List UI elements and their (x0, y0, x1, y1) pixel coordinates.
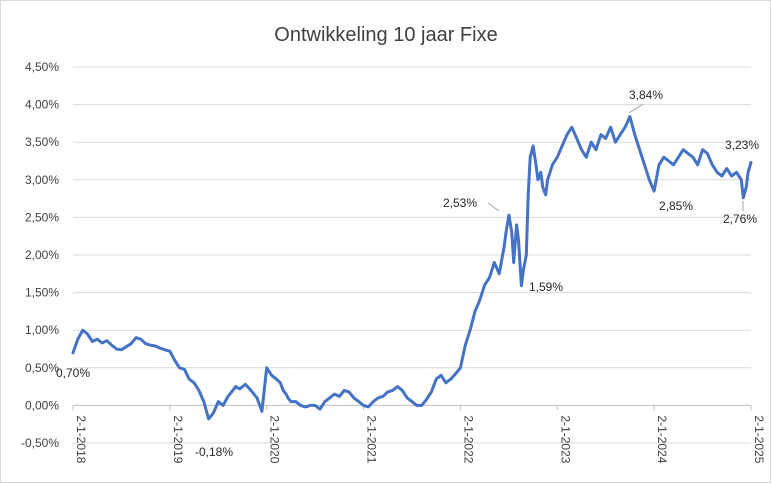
chart-title: Ontwikkeling 10 jaar Fixe (274, 24, 497, 46)
y-tick-label: 0,50% (25, 361, 59, 375)
data-label: 2,85% (659, 199, 693, 213)
y-tick-label: 3,00% (25, 173, 59, 187)
y-tick-label: 4,00% (25, 98, 59, 112)
annotation-leader (628, 103, 644, 114)
y-tick-labels: -0,50% 0,00% 0,50% 1,00% 1,50% 2,00% 2,50% 3,00… (21, 60, 59, 450)
data-label: 2,53% (443, 196, 477, 210)
annotations: 0,70% -0,18% 2,53% 1,59% 3,84% 2,85% 3,23% 2,76… (56, 88, 759, 459)
x-tick-label: 2-1-2024 (655, 415, 669, 463)
data-label: 1,59% (529, 280, 563, 294)
data-label: 2,76% (723, 212, 757, 226)
y-tick-label: 2,50% (25, 210, 59, 224)
y-tick-label: -0,50% (21, 436, 59, 450)
y-tick-label: 0,00% (25, 398, 59, 412)
data-label: 3,23% (725, 138, 759, 152)
data-label: 3,84% (629, 88, 663, 102)
series-layer (71, 115, 753, 421)
x-tick-label: 2-1-2020 (268, 415, 282, 463)
y-tick-label: 1,00% (25, 323, 59, 337)
y-tick-label: 3,50% (25, 135, 59, 149)
series-line-0 (71, 115, 753, 421)
y-tick-label: 4,50% (25, 60, 59, 74)
y-tick-label: 1,50% (25, 286, 59, 300)
data-label: 0,70% (56, 366, 90, 380)
y-tick-label: 2,00% (25, 248, 59, 262)
data-label: -0,18% (195, 445, 233, 459)
x-tick-label: 2-1-2022 (461, 415, 475, 463)
x-tick-label: 2-1-2025 (752, 415, 766, 463)
x-tick-label: 2-1-2023 (558, 415, 572, 463)
annotation-leader (487, 202, 500, 212)
x-tick-label: 2-1-2018 (74, 415, 88, 463)
x-tick-label: 2-1-2021 (365, 415, 379, 463)
x-tick-labels: 2-1-2018 2-1-2019 2-1-2020 2-1-2021 2-1-2022… (74, 415, 766, 463)
gridlines (72, 66, 752, 444)
x-tick-label: 2-1-2019 (171, 415, 185, 463)
